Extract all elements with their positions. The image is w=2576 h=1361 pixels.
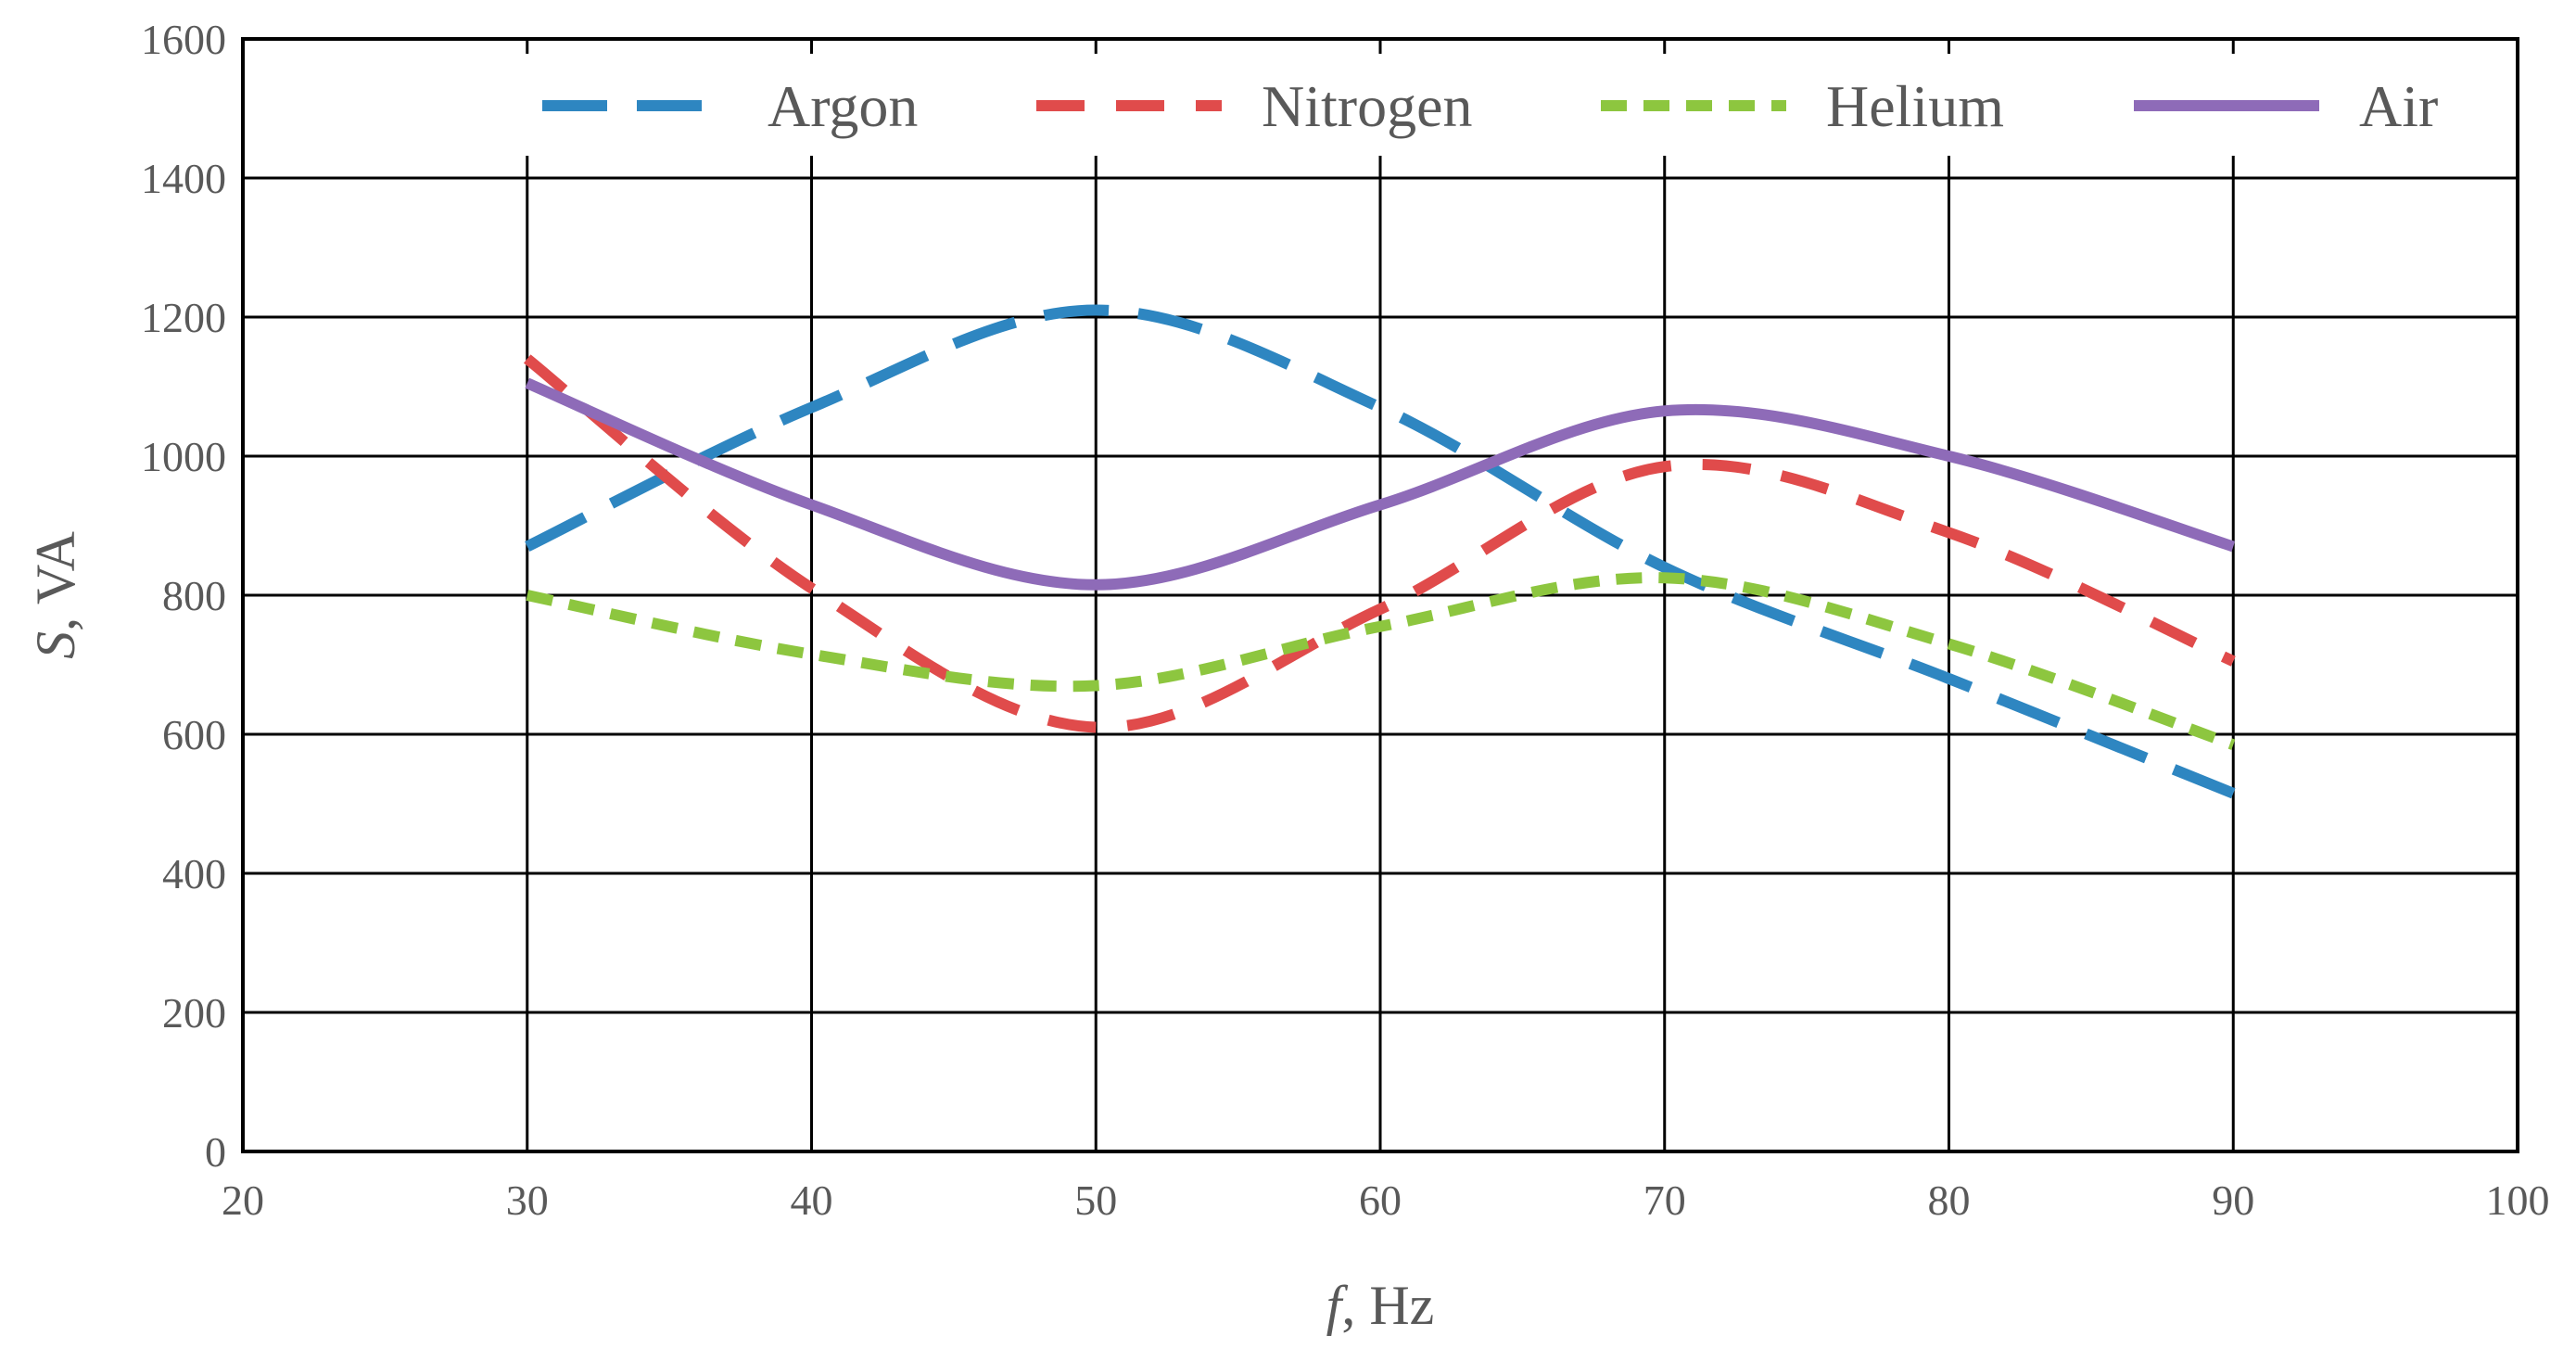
data-point-air xyxy=(811,504,812,505)
y-axis-unit: , VA xyxy=(25,531,86,631)
y-tick-label: 200 xyxy=(162,989,226,1037)
series-line-argon xyxy=(525,304,2236,799)
data-point-helium xyxy=(1380,626,1381,627)
data-point-argon xyxy=(2233,793,2234,794)
x-axis-title: f, Hz xyxy=(1326,1275,1435,1336)
data-point-argon xyxy=(811,407,812,408)
x-tick-label: 40 xyxy=(791,1177,833,1224)
y-tick-label: 1400 xyxy=(141,155,226,202)
data-point-helium xyxy=(1096,685,1097,686)
data-point-argon xyxy=(1380,407,1381,408)
y-tick-label: 0 xyxy=(205,1128,226,1176)
data-point-helium xyxy=(811,654,812,655)
y-tick-label: 600 xyxy=(162,711,226,758)
x-tick-label: 80 xyxy=(1928,1177,1971,1224)
data-point-nitrogen xyxy=(1664,466,1665,467)
tick-labels: 0 200 400 600 800 1000 1200 1400 1600 20 30 40 50 60 7… xyxy=(141,16,2550,1224)
data-point-helium xyxy=(1664,578,1665,579)
x-tick-label: 90 xyxy=(2212,1177,2254,1224)
data-point-argon xyxy=(1664,567,1665,568)
series-layer xyxy=(523,304,2236,799)
data-point-nitrogen xyxy=(1948,532,1949,533)
legend-label-argon: Argon xyxy=(768,73,918,139)
series-line-helium xyxy=(526,572,2236,750)
data-point-helium xyxy=(2233,744,2234,745)
y-tick-label: 800 xyxy=(162,572,226,619)
y-axis-title: S, VA xyxy=(25,531,86,659)
data-point-nitrogen xyxy=(2233,661,2234,662)
x-tick-label: 70 xyxy=(1643,1177,1686,1224)
data-point-nitrogen xyxy=(1380,609,1381,610)
legend: Argon Nitrogen Helium Air xyxy=(505,54,2475,156)
x-tick-label: 100 xyxy=(2486,1177,2550,1224)
x-tick-label: 30 xyxy=(506,1177,549,1224)
y-tick-label: 1200 xyxy=(141,294,226,341)
data-point-air xyxy=(2233,546,2234,547)
legend-label-air: Air xyxy=(2359,73,2438,139)
data-point-argon xyxy=(1096,310,1097,311)
data-point-nitrogen xyxy=(1096,727,1097,728)
x-axis-unit: , Hz xyxy=(1341,1275,1434,1336)
data-point-argon xyxy=(1948,679,1949,680)
data-point-helium xyxy=(1948,643,1949,644)
x-tick-label: 20 xyxy=(222,1177,264,1224)
plot-area-frame xyxy=(241,37,2519,1153)
series-line-nitrogen xyxy=(523,354,2236,733)
series-line-air xyxy=(525,377,2236,591)
y-tick-label: 1600 xyxy=(141,16,226,63)
y-tick-label: 400 xyxy=(162,850,226,897)
legend-label-helium: Helium xyxy=(1826,73,2004,139)
y-tick-label: 1000 xyxy=(141,433,226,480)
data-point-air xyxy=(1096,584,1097,585)
legend-label-nitrogen: Nitrogen xyxy=(1262,73,1473,139)
data-point-nitrogen xyxy=(811,588,812,589)
data-point-air xyxy=(1948,456,1949,457)
y-axis-variable: S xyxy=(25,631,86,659)
data-point-air xyxy=(1380,504,1381,505)
x-tick-label: 60 xyxy=(1359,1177,1402,1224)
data-point-air xyxy=(1664,411,1665,412)
x-tick-label: 50 xyxy=(1074,1177,1117,1224)
